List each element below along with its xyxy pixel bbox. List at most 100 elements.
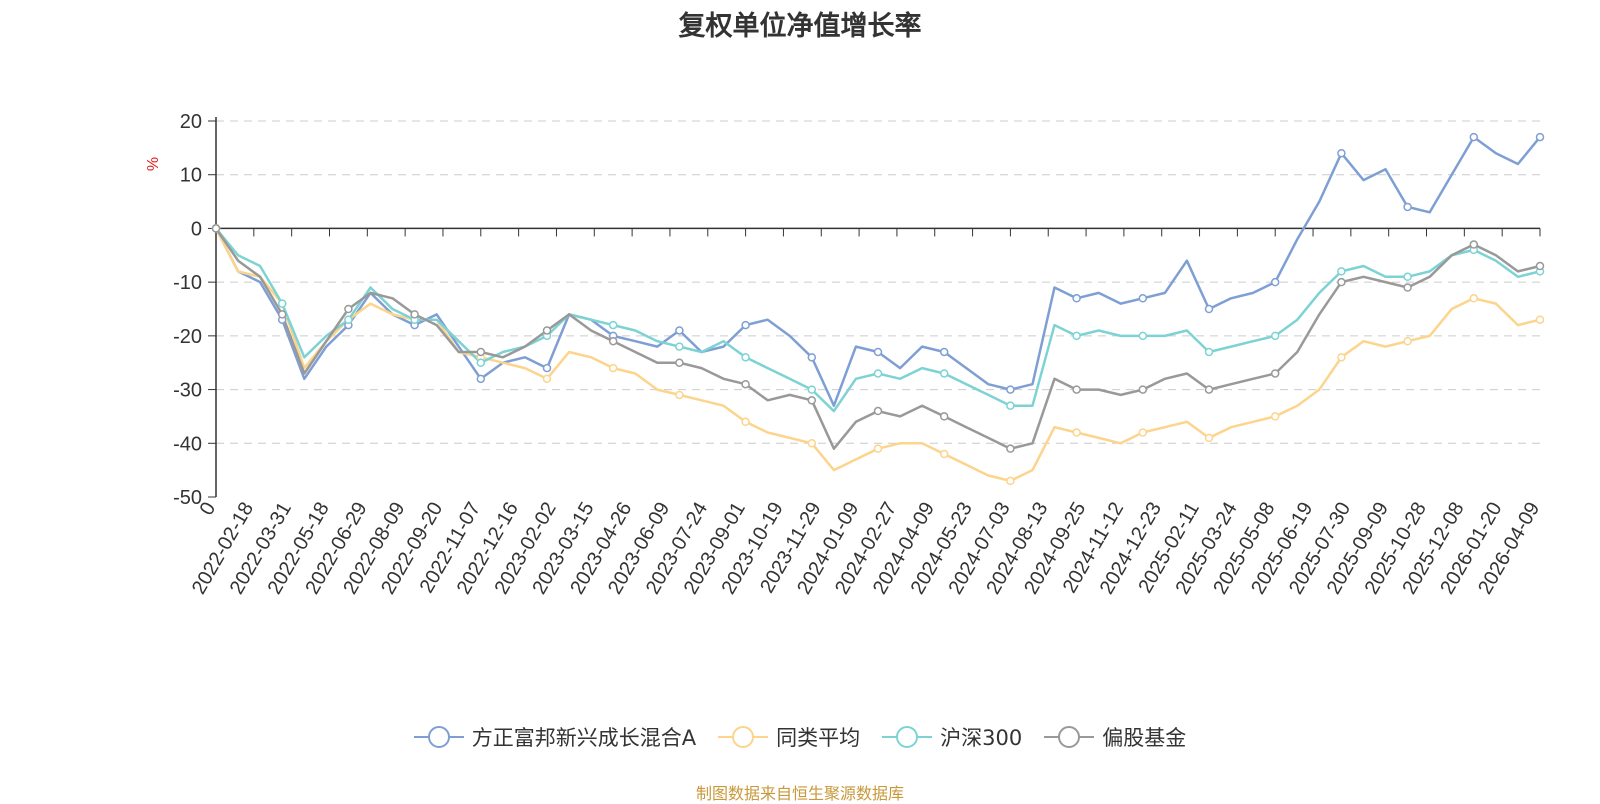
- series-point-1[interactable]: [542, 374, 552, 384]
- series-point-3[interactable]: [410, 310, 419, 319]
- series-point-1[interactable]: [1138, 428, 1148, 437]
- series-point-2[interactable]: [1270, 331, 1280, 341]
- series-point-2[interactable]: [873, 369, 883, 378]
- series-point-3[interactable]: [211, 224, 221, 233]
- series-point-0[interactable]: [1535, 132, 1545, 142]
- series-point-0[interactable]: [1138, 294, 1148, 303]
- series-point-3[interactable]: [873, 406, 883, 416]
- legend-swatch-csi300: [882, 726, 933, 748]
- series-point-3[interactable]: [807, 396, 817, 405]
- series-point-2[interactable]: [1006, 401, 1015, 410]
- series-lines: [214, 135, 1541, 483]
- y-tick-label: 20: [180, 111, 202, 133]
- x-tick-label: 0: [196, 499, 221, 520]
- series-point-3[interactable]: [542, 326, 552, 335]
- series-point-3[interactable]: [608, 336, 618, 346]
- series-point-1[interactable]: [1535, 315, 1545, 324]
- series-point-3[interactable]: [1204, 385, 1214, 394]
- grid-lines: [216, 120, 1540, 444]
- legend-swatch-fund: [413, 726, 464, 748]
- series-point-3[interactable]: [939, 412, 949, 421]
- y-tick-label: -30: [173, 380, 202, 402]
- series-point-3[interactable]: [1270, 369, 1280, 378]
- series-point-2[interactable]: [1337, 267, 1346, 276]
- series-point-3[interactable]: [1006, 444, 1015, 453]
- legend-swatch-equity-funds: [1044, 726, 1095, 748]
- series-point-0[interactable]: [1270, 277, 1280, 287]
- legend-label-fund: 方正富邦新兴成长混合A: [471, 726, 697, 750]
- series-point-1[interactable]: [1072, 428, 1081, 437]
- series-point-0[interactable]: [1072, 294, 1081, 303]
- legend-swatch-peer-average: [718, 726, 769, 748]
- y-tick-label: 0: [191, 218, 202, 240]
- series-point-0[interactable]: [1337, 148, 1346, 158]
- legend-label-csi300: 沪深300: [940, 726, 1023, 750]
- series-markers: [211, 132, 1545, 486]
- y-axis-unit-label: %: [145, 157, 162, 171]
- series-point-3[interactable]: [1403, 283, 1412, 292]
- source-note: 制图数据来自恒生聚源数据库: [695, 784, 904, 803]
- legend-item-equity-funds[interactable]: 偏股基金: [1044, 722, 1186, 752]
- legend-item-csi300[interactable]: 沪深300: [882, 722, 1022, 752]
- series-point-1[interactable]: [807, 439, 817, 448]
- series-point-3[interactable]: [277, 310, 287, 319]
- series-point-2[interactable]: [344, 315, 353, 324]
- y-tick-label: -20: [173, 326, 202, 348]
- series-point-2[interactable]: [1072, 331, 1081, 341]
- series-point-3[interactable]: [741, 379, 750, 389]
- series-point-0[interactable]: [807, 353, 817, 362]
- series-point-0[interactable]: [542, 363, 552, 373]
- series-point-3[interactable]: [476, 347, 486, 357]
- series-point-1[interactable]: [1270, 412, 1280, 421]
- series-point-3[interactable]: [344, 304, 353, 314]
- series-point-2[interactable]: [1204, 347, 1214, 357]
- series-point-0[interactable]: [1006, 385, 1015, 394]
- series-point-0[interactable]: [476, 374, 486, 384]
- series-point-0[interactable]: [1403, 202, 1412, 212]
- series-point-0[interactable]: [939, 347, 949, 357]
- series-point-1[interactable]: [873, 444, 883, 453]
- series-point-1[interactable]: [1403, 336, 1412, 346]
- series-point-3[interactable]: [1337, 277, 1346, 287]
- series-point-3[interactable]: [1072, 385, 1081, 394]
- series-line-3: [214, 227, 1541, 450]
- series-point-3[interactable]: [1535, 261, 1545, 271]
- series-point-3[interactable]: [1138, 385, 1148, 394]
- series-point-2[interactable]: [807, 385, 817, 394]
- series-point-1[interactable]: [1006, 476, 1015, 486]
- legend-item-peer-average[interactable]: 同类平均: [718, 722, 860, 752]
- y-tick-label: -50: [173, 487, 202, 509]
- x-tick-labels: 02022-02-182022-03-312022-05-182022-06-2…: [188, 499, 1544, 599]
- legend-item-fund[interactable]: 方正富邦新兴成长混合A: [413, 722, 697, 752]
- chart-title: 复权单位净值增长率: [678, 11, 922, 42]
- series-point-2[interactable]: [608, 320, 618, 330]
- series-point-1[interactable]: [675, 390, 684, 400]
- series-point-3[interactable]: [1469, 240, 1479, 249]
- series-point-1[interactable]: [741, 417, 750, 427]
- series-point-1[interactable]: [939, 449, 949, 459]
- series-point-0[interactable]: [741, 320, 750, 330]
- series-point-2[interactable]: [939, 369, 949, 378]
- series-point-2[interactable]: [277, 299, 287, 308]
- series-point-1[interactable]: [1204, 433, 1214, 443]
- series-point-0[interactable]: [675, 326, 684, 335]
- series-point-3[interactable]: [675, 358, 684, 367]
- y-tick-label: -10: [173, 272, 202, 294]
- series-point-0[interactable]: [1469, 132, 1479, 142]
- y-tick-label: 10: [180, 165, 202, 187]
- axes: [208, 117, 1541, 498]
- series-point-2[interactable]: [675, 342, 684, 351]
- series-point-2[interactable]: [476, 358, 486, 367]
- series-point-2[interactable]: [1138, 331, 1148, 341]
- series-point-0[interactable]: [873, 347, 883, 357]
- series-point-2[interactable]: [1403, 272, 1412, 282]
- series-point-1[interactable]: [1469, 294, 1479, 303]
- series-point-0[interactable]: [1204, 304, 1214, 314]
- y-tick-labels: 20 10 0 -10 -20 -30 -40 -50: [173, 111, 202, 509]
- legend-label-equity-funds: 偏股基金: [1102, 726, 1187, 750]
- legend-label-peer-average: 同类平均: [776, 726, 861, 750]
- series-point-2[interactable]: [741, 353, 750, 362]
- series-point-1[interactable]: [1337, 353, 1346, 362]
- series-point-1[interactable]: [608, 363, 618, 373]
